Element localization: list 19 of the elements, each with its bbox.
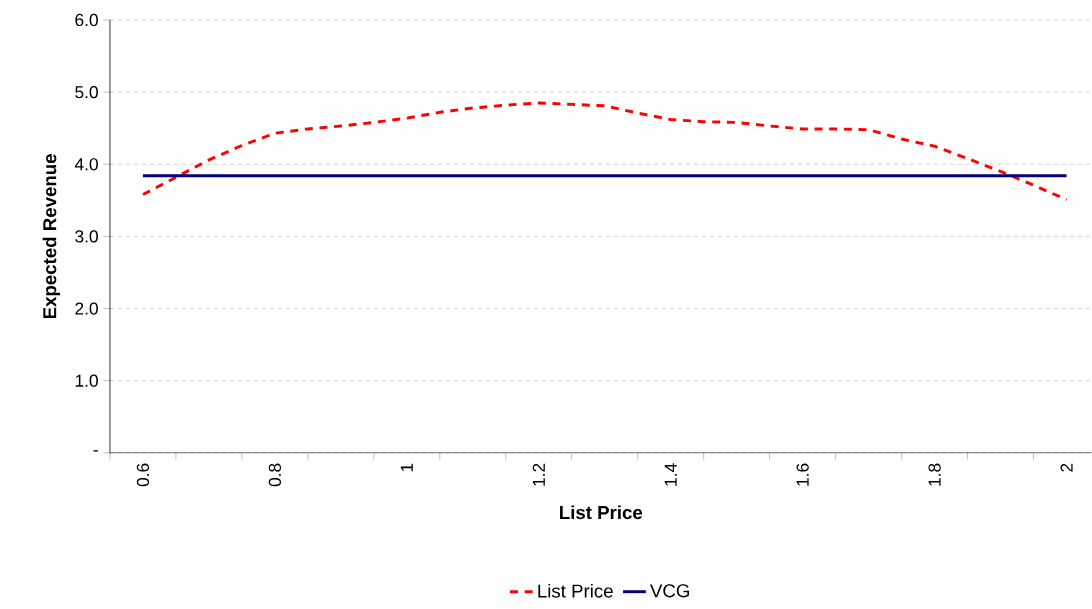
x-tick-label: 1.4 xyxy=(664,463,677,486)
y-axis-title: Expected Revenue xyxy=(42,154,61,319)
x-axis-title: List Price xyxy=(560,505,643,520)
x-tick-label: 0.6 xyxy=(136,463,150,487)
y-tick-label: 4.0 xyxy=(74,158,98,171)
y-tick-label: 1.0 xyxy=(75,374,98,387)
legend-label: List Price xyxy=(538,584,613,598)
x-tick-label: 1.6 xyxy=(796,463,809,486)
y-tick-label: 6.0 xyxy=(75,13,98,27)
y-tick-label: 2.0 xyxy=(75,302,98,315)
y-tick-label: 3.0 xyxy=(75,230,98,243)
y-tick-label: - xyxy=(93,450,98,452)
y-tick-label: 5.0 xyxy=(75,86,98,99)
x-tick-label: 0.8 xyxy=(268,463,282,487)
x-tick-label: 2 xyxy=(1060,463,1073,472)
x-tick-label: 1 xyxy=(400,463,413,472)
legend-label: VCG xyxy=(650,584,689,598)
x-tick-label: 1.2 xyxy=(532,463,545,486)
x-tick-label: 1.8 xyxy=(928,463,941,486)
